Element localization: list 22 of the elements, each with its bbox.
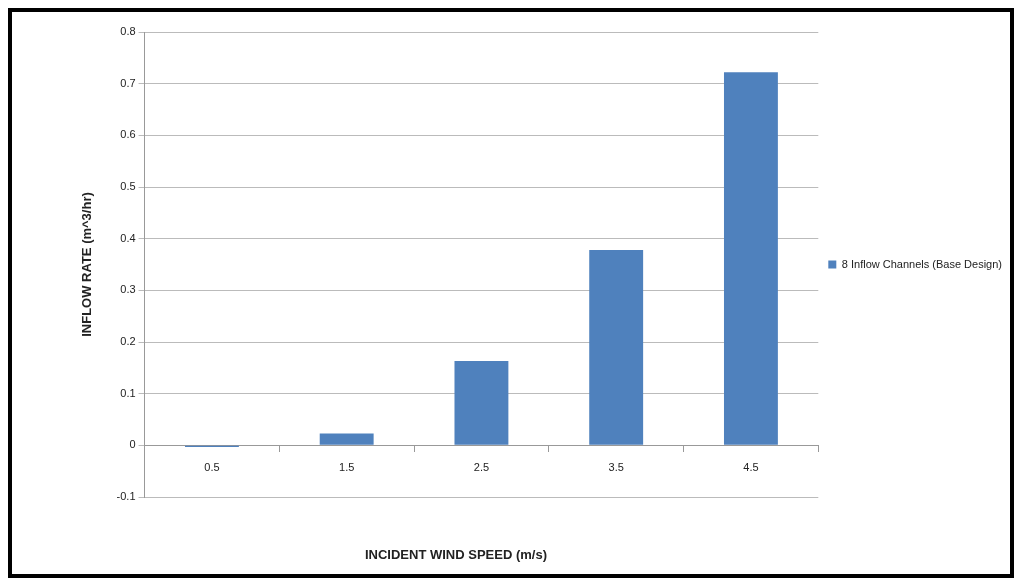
x-tick-label: 1.5 (339, 460, 355, 473)
y-tick-label: 0.8 (120, 25, 136, 38)
y-tick-label: 0.7 (120, 76, 136, 89)
y-tick-label: 0.2 (120, 335, 136, 348)
bar (723, 72, 778, 445)
x-tick-label: 4.5 (743, 460, 759, 473)
x-tick-label: 0.5 (204, 460, 220, 473)
x-tick-label: 2.5 (473, 460, 490, 473)
bar (319, 433, 374, 445)
bar (589, 250, 644, 445)
y-tick-label: -0.1 (116, 490, 136, 503)
y-tick-label: 0.1 (120, 386, 136, 399)
bar (454, 361, 509, 445)
y-tick-label: 0.5 (120, 180, 136, 193)
y-tick-label: 0.3 (120, 283, 136, 296)
y-tick-label: 0.4 (120, 231, 136, 244)
legend-label: 8 Inflow Channels (Base Design) (841, 257, 1003, 270)
x-axis-title: INCIDENT WIND SPEED (m/s) (364, 547, 548, 562)
y-tick-label: 0.6 (120, 128, 136, 141)
y-axis-title: INFLOW RATE (m^3/hr) (79, 192, 95, 337)
y-tick-label: 0 (129, 438, 136, 451)
x-tick-label: 3.5 (608, 460, 624, 473)
